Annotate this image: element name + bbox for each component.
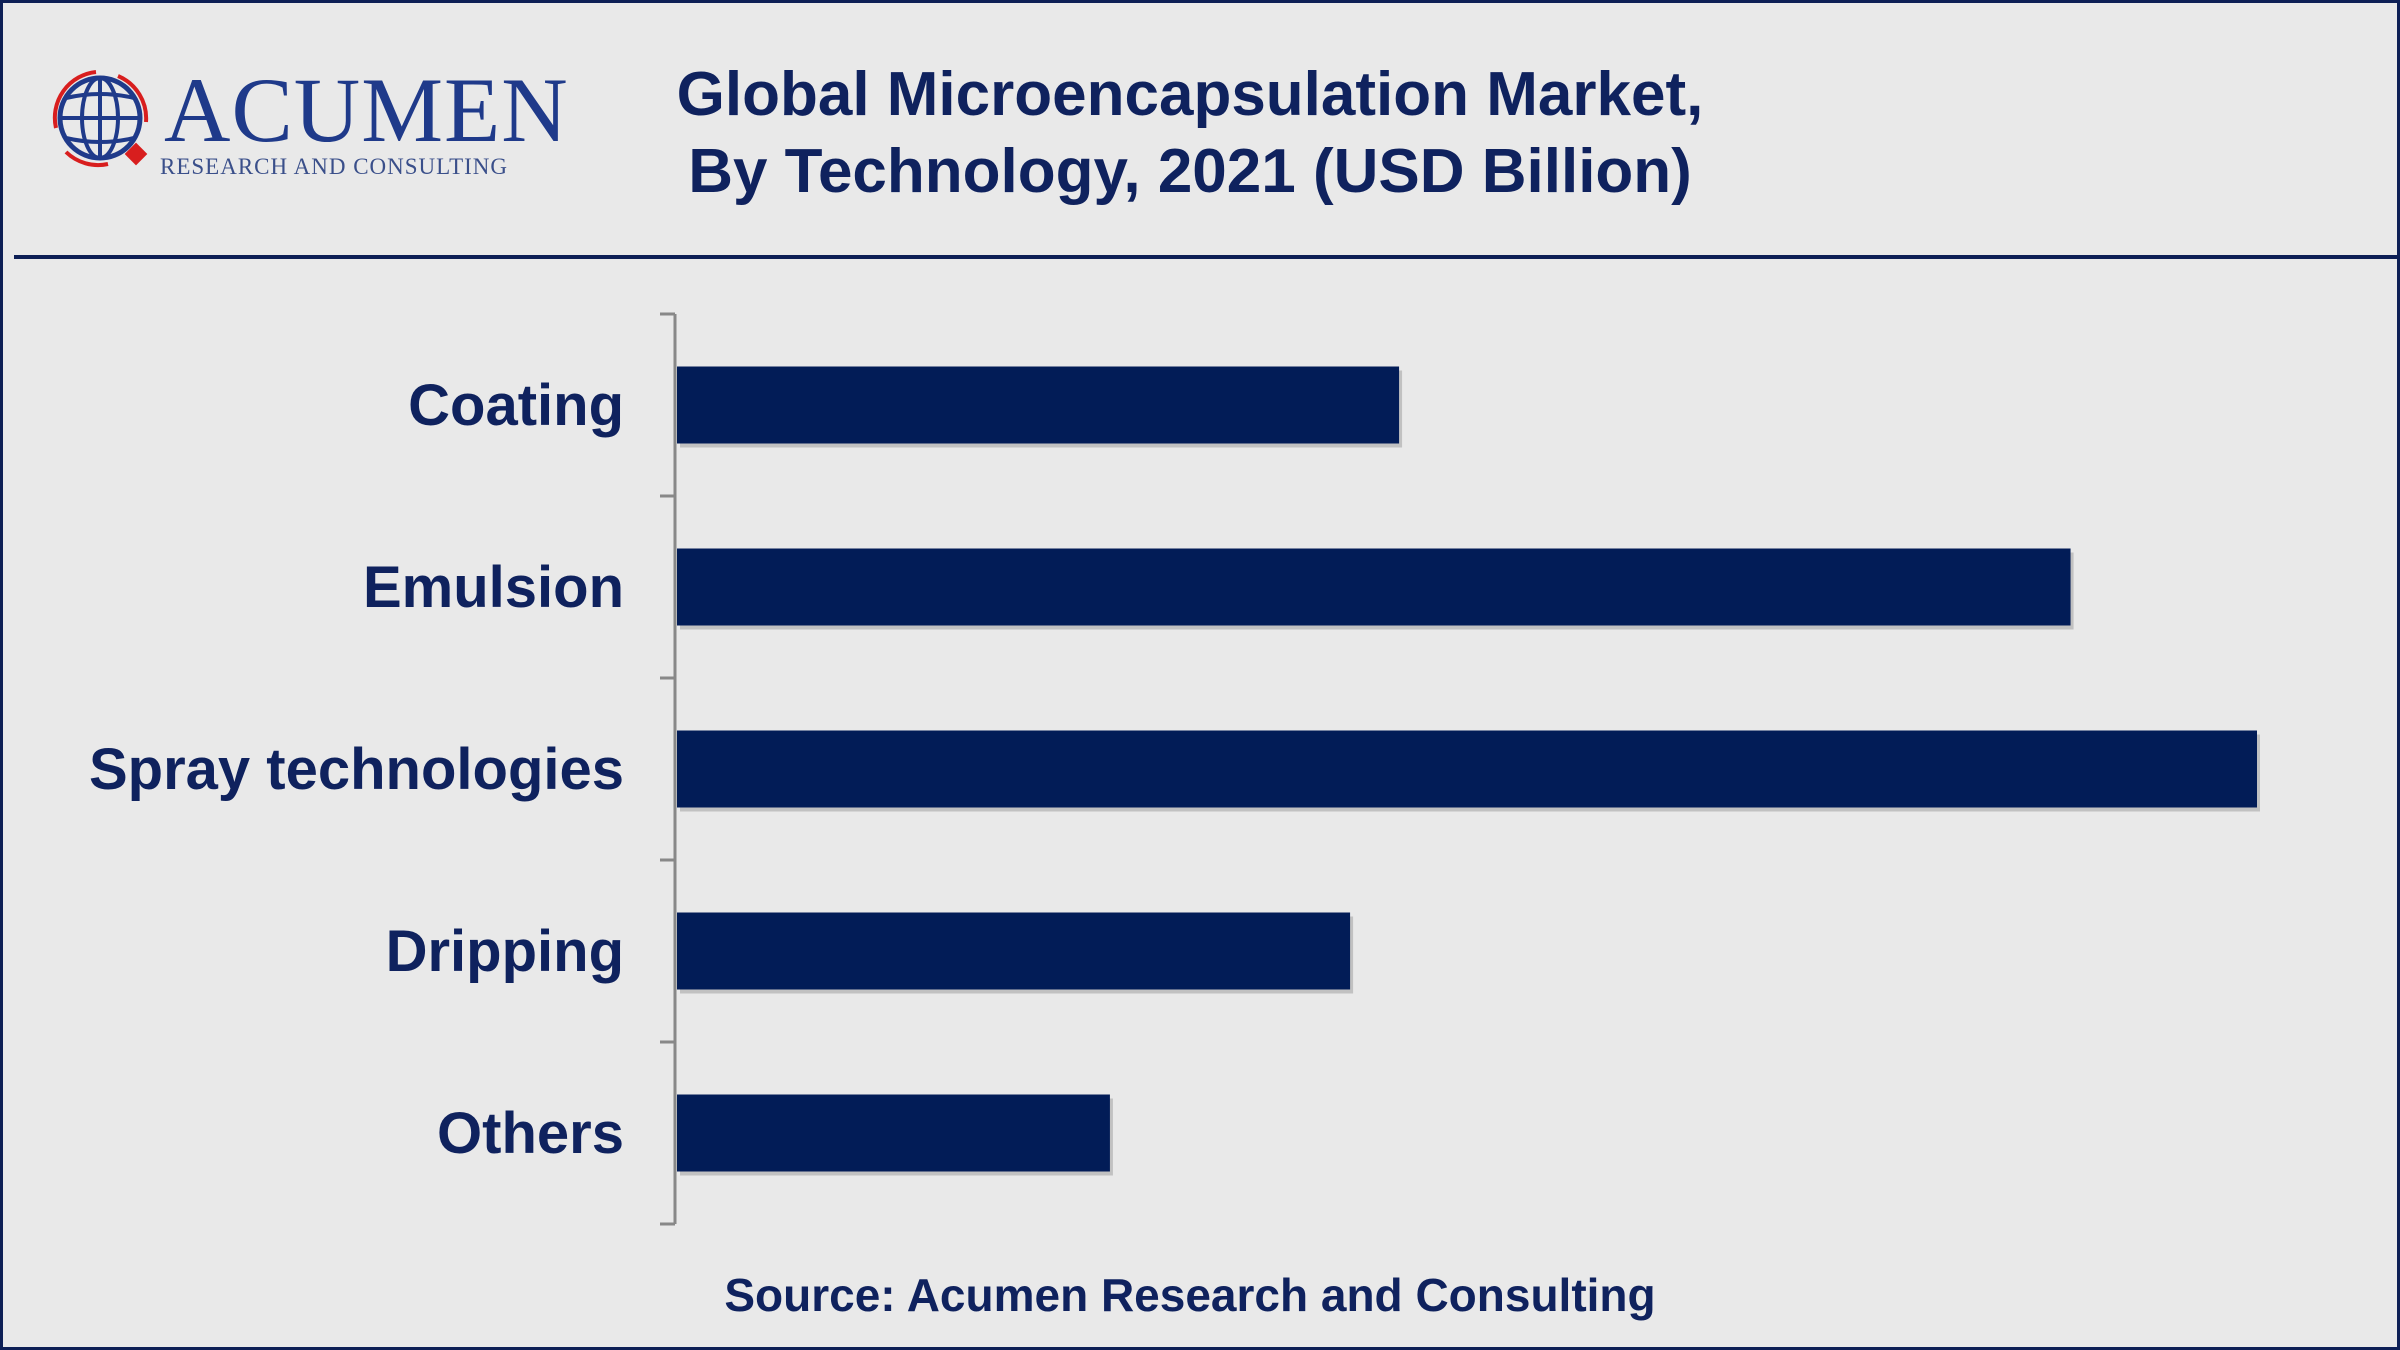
logo-tagline: RESEARCH AND CONSULTING bbox=[160, 154, 509, 179]
bar-emulsion bbox=[677, 548, 2071, 626]
title-line-2: By Technology, 2021 (USD Billion) bbox=[688, 137, 1692, 206]
category-label: Spray technologies bbox=[89, 737, 624, 802]
category-label: Dripping bbox=[386, 919, 624, 984]
category-label: Others bbox=[437, 1101, 624, 1166]
bar-others bbox=[677, 1094, 1110, 1172]
title-line-1: Global Microencapsulation Market, bbox=[676, 60, 1704, 129]
chart-title: Global Microencapsulation Market, By Tec… bbox=[540, 56, 1840, 210]
globe-logo-icon bbox=[52, 70, 149, 168]
source-note: Source: Acumen Research and Consulting bbox=[724, 1269, 1656, 1321]
acumen-logo: ACUMEN RESEARCH AND CONSULTING bbox=[48, 62, 568, 192]
bar-dripping bbox=[677, 912, 1351, 990]
header-divider bbox=[14, 255, 2400, 259]
category-label: Emulsion bbox=[363, 555, 624, 620]
bar-spray-technologies bbox=[677, 730, 2257, 808]
category-label: Coating bbox=[408, 373, 624, 438]
bar-coating bbox=[677, 366, 1400, 444]
logo-wordmark: ACUMEN bbox=[164, 59, 569, 161]
